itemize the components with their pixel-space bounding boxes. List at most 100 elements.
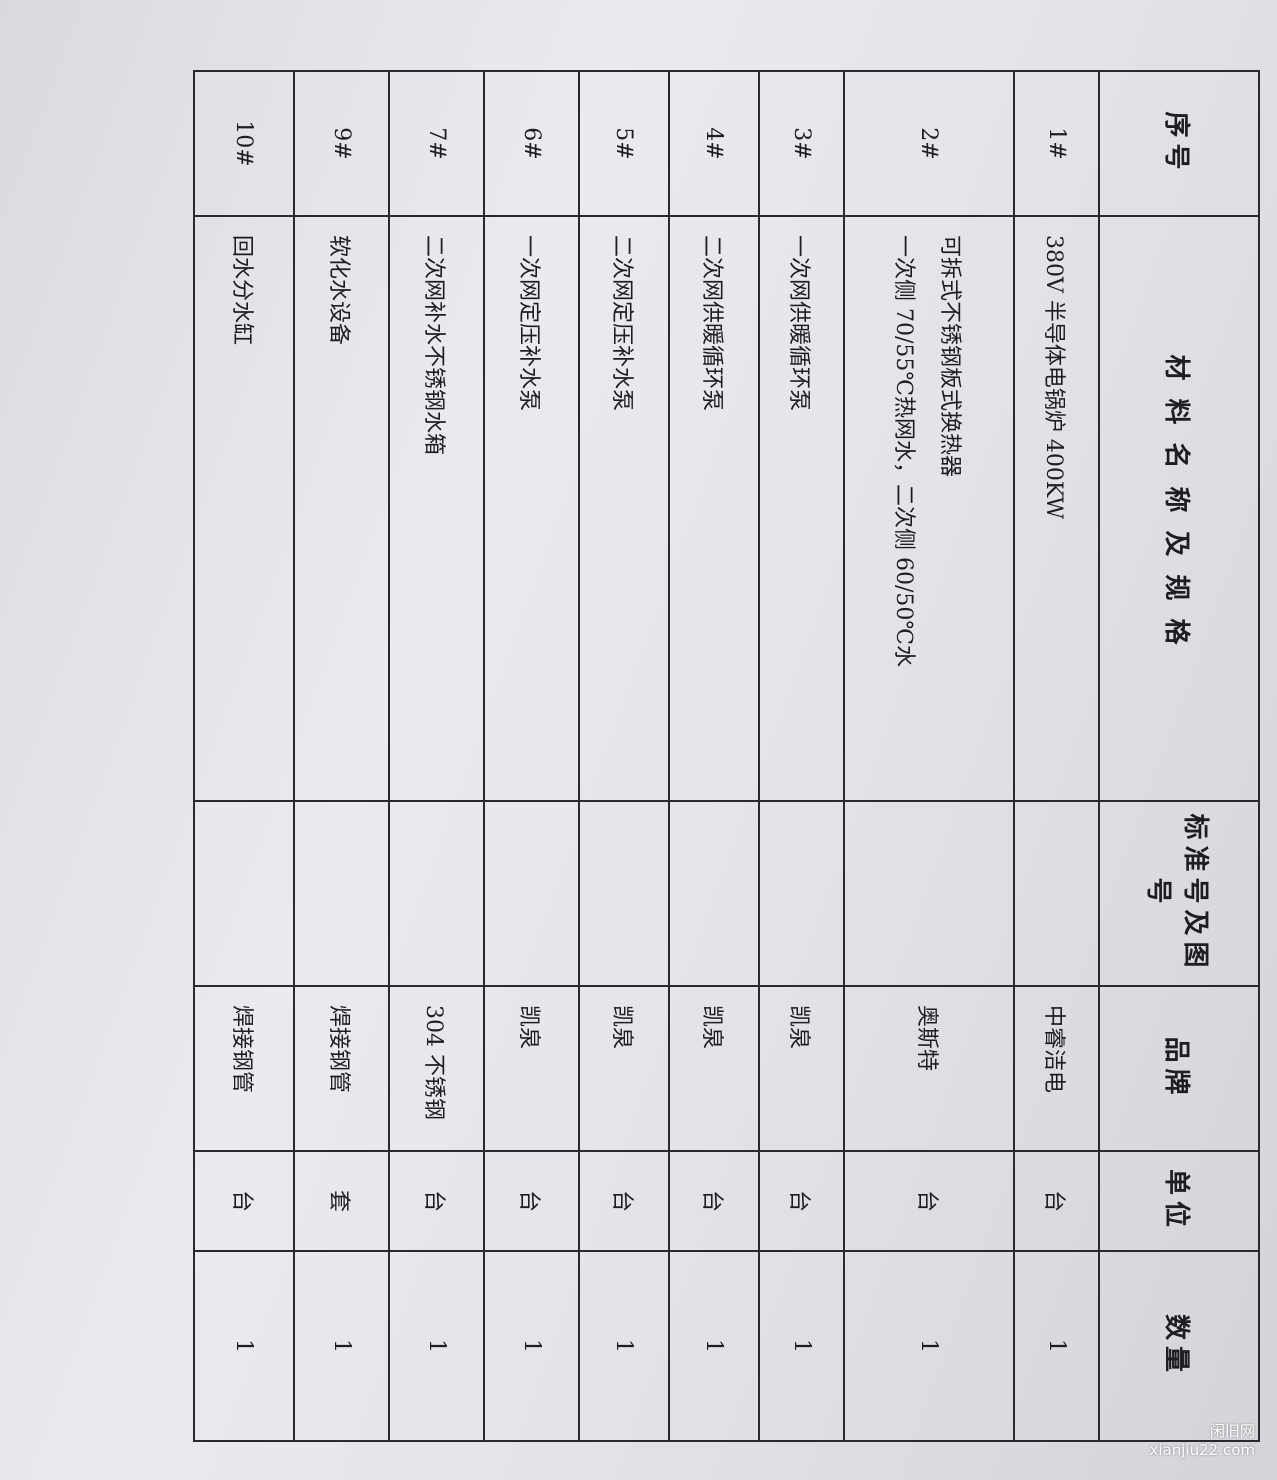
quantity: 1 xyxy=(194,1251,294,1441)
header-name: 材料名称及规格 xyxy=(1099,216,1259,801)
quantity-text: 1 xyxy=(231,1339,257,1353)
standard-number xyxy=(579,801,669,986)
quantity-text: 1 xyxy=(916,1339,942,1353)
unit: 台 xyxy=(484,1151,579,1251)
row-number: 10# xyxy=(194,71,294,216)
unit-text: 台 xyxy=(516,1189,542,1212)
standard-number xyxy=(669,801,759,986)
row-number: 3# xyxy=(759,71,844,216)
table-row: 7# 二次网补水不锈钢水箱 304 不锈钢台 1 xyxy=(389,71,484,1441)
table-row: 1# 380V 半导体电锅炉 400KW 中睿洁电台 1 xyxy=(1014,71,1099,1441)
table-row: 10# 回水分水缸焊接钢管台 1 xyxy=(194,71,294,1441)
brand: 焊接钢管 xyxy=(294,986,389,1151)
brand-text: 凯泉 xyxy=(609,1005,634,1050)
brand-text: 焊接钢管 xyxy=(229,1005,254,1094)
material-name-text: 二次网定压补水泵 xyxy=(609,235,634,412)
row-number: 4# xyxy=(669,71,759,216)
watermark-line2: xianjiu22.com xyxy=(1149,1441,1255,1459)
brand: 304 不锈钢 xyxy=(389,986,484,1151)
brand-text: 凯泉 xyxy=(516,1005,542,1050)
material-name: 回水分水缸 xyxy=(194,216,294,801)
material-name: 可拆式不锈钢板式换热器 一次侧 70/55℃热网水，二次侧 60/50℃水 xyxy=(844,216,1014,801)
brand-text: 中睿洁电 xyxy=(1041,1005,1067,1094)
quantity: 1 xyxy=(579,1251,669,1441)
unit-text: 台 xyxy=(699,1189,724,1212)
brand: 焊接钢管 xyxy=(194,986,294,1151)
table-row: 9# 软化水设备 焊接钢管套 1 xyxy=(294,71,389,1441)
row-number-text: 2# xyxy=(916,127,942,160)
quantity-text: 1 xyxy=(789,1339,814,1353)
material-name-text: 380V 半导体电锅炉 400KW xyxy=(1041,235,1067,520)
quantity-text: 1 xyxy=(1044,1339,1069,1353)
material-name-text: 回水分水缸 xyxy=(229,235,254,346)
brand-text: 304 不锈钢 xyxy=(421,1005,447,1120)
row-number-text: 6# xyxy=(519,127,544,160)
material-name: 二次网定压补水泵 xyxy=(579,216,669,801)
quantity: 1 xyxy=(389,1251,484,1441)
header-no: 序号 xyxy=(1099,71,1259,216)
quantity-text: 1 xyxy=(424,1339,449,1353)
brand-text: 凯泉 xyxy=(786,1005,812,1050)
standard-number xyxy=(1014,801,1099,986)
quantity-text: 1 xyxy=(329,1339,354,1353)
unit: 台 xyxy=(844,1151,1014,1251)
material-name: 二次网补水不锈钢水箱 xyxy=(389,216,484,801)
unit: 台 xyxy=(579,1151,669,1251)
quantity: 1 xyxy=(484,1251,579,1441)
quantity: 1 xyxy=(844,1251,1014,1441)
row-number-text: 5# xyxy=(611,127,637,160)
unit-text: 台 xyxy=(1041,1189,1067,1212)
row-number-text: 3# xyxy=(789,127,814,160)
material-table: 序号 材料名称及规格 标准号及图号 品牌 单位 数量 1# 380V 半导体电锅炉… xyxy=(193,70,1260,1442)
unit-text: 台 xyxy=(229,1189,254,1212)
unit-text: 台 xyxy=(914,1189,939,1212)
standard-number xyxy=(484,801,579,986)
material-name-text: 软化水设备 xyxy=(326,235,352,346)
row-number-text: 10# xyxy=(231,120,257,167)
unit: 台 xyxy=(669,1151,759,1251)
material-table-sheet: 序号 材料名称及规格 标准号及图号 品牌 单位 数量 1# 380V 半导体电锅炉… xyxy=(193,70,1260,1442)
watermark-line1: 闲旧网 xyxy=(1209,1422,1255,1440)
header-std: 标准号及图号 xyxy=(1099,801,1259,986)
material-name: 软化水设备 xyxy=(294,216,389,801)
row-number: 6# xyxy=(484,71,579,216)
table-row: 4# 二次网供暖循环泵凯泉台 1 xyxy=(669,71,759,1441)
material-name: 二次网供暖循环泵 xyxy=(669,216,759,801)
brand: 凯泉 xyxy=(484,986,579,1151)
material-name-text: 二次网供暖循环泵 xyxy=(699,235,724,412)
header-unit: 单位 xyxy=(1099,1151,1259,1251)
row-number-text: 7# xyxy=(424,127,449,160)
standard-number xyxy=(294,801,389,986)
standard-number xyxy=(389,801,484,986)
brand: 凯泉 xyxy=(759,986,844,1151)
material-name-text: 可拆式不锈钢板式换热器 xyxy=(937,235,962,478)
unit: 台 xyxy=(759,1151,844,1251)
row-number: 2# xyxy=(844,71,1014,216)
row-number: 5# xyxy=(579,71,669,216)
quantity-text: 1 xyxy=(611,1339,637,1353)
brand: 中睿洁电 xyxy=(1014,986,1099,1151)
brand: 凯泉 xyxy=(579,986,669,1151)
brand: 凯泉 xyxy=(669,986,759,1151)
quantity-text: 1 xyxy=(701,1339,727,1353)
quantity: 1 xyxy=(294,1251,389,1441)
unit: 台 xyxy=(194,1151,294,1251)
watermark: 闲旧网 xianjiu22.com xyxy=(1150,1422,1255,1460)
row-number: 7# xyxy=(389,71,484,216)
header-qty: 数量 xyxy=(1099,1251,1259,1441)
standard-number xyxy=(759,801,844,986)
material-name-text: 二次网补水不锈钢水箱 xyxy=(421,235,447,456)
unit-text: 台 xyxy=(609,1189,634,1212)
brand-text: 凯泉 xyxy=(699,1005,724,1050)
unit-text: 套 xyxy=(326,1189,352,1212)
material-name: 380V 半导体电锅炉 400KW xyxy=(1014,216,1099,801)
quantity: 1 xyxy=(759,1251,844,1441)
table-row: 2# 可拆式不锈钢板式换热器 一次侧 70/55℃热网水，二次侧 60/50℃水 奥斯… xyxy=(844,71,1014,1441)
quantity-text: 1 xyxy=(519,1339,544,1353)
material-name-text: 一次网定压补水泵 xyxy=(516,235,542,412)
quantity: 1 xyxy=(1014,1251,1099,1441)
table-row: 3# 一次网供暖循环泵凯泉台 1 xyxy=(759,71,844,1441)
material-name: 一次网供暖循环泵 xyxy=(759,216,844,801)
row-number-text: 1# xyxy=(1044,127,1069,160)
header-row: 序号 材料名称及规格 标准号及图号 品牌 单位 数量 xyxy=(1099,71,1259,1441)
